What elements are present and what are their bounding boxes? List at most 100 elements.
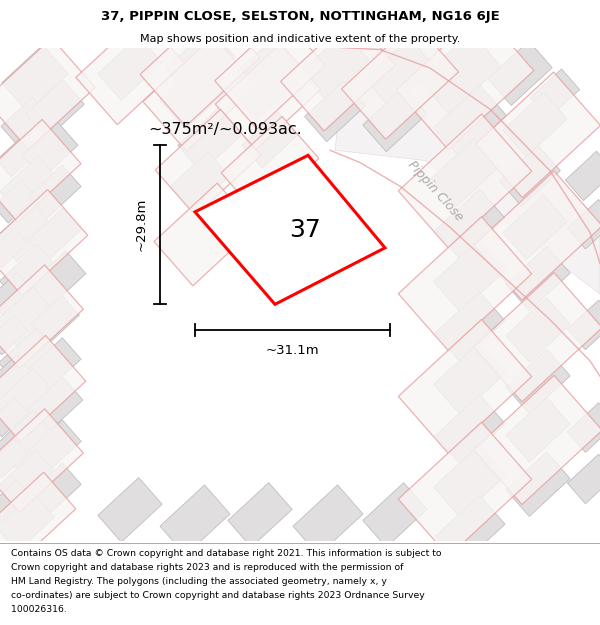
Polygon shape (474, 272, 600, 402)
Polygon shape (506, 246, 570, 311)
Polygon shape (31, 296, 79, 344)
Polygon shape (195, 156, 385, 304)
Polygon shape (233, 38, 297, 102)
Polygon shape (568, 454, 600, 504)
Polygon shape (171, 152, 229, 211)
Polygon shape (301, 32, 369, 100)
Polygon shape (476, 72, 600, 198)
Polygon shape (281, 16, 395, 131)
Polygon shape (568, 403, 600, 452)
Polygon shape (0, 203, 54, 262)
Polygon shape (0, 480, 31, 523)
Polygon shape (363, 87, 427, 152)
Polygon shape (165, 28, 235, 98)
Polygon shape (0, 316, 28, 355)
Polygon shape (26, 80, 84, 139)
Polygon shape (474, 171, 600, 300)
Text: Map shows position and indicative extent of the property.: Map shows position and indicative extent… (140, 34, 460, 44)
Polygon shape (488, 41, 552, 106)
Polygon shape (435, 189, 505, 259)
Polygon shape (0, 368, 55, 429)
Polygon shape (0, 38, 95, 149)
Polygon shape (434, 85, 506, 158)
Polygon shape (29, 165, 81, 217)
Polygon shape (398, 422, 532, 556)
Polygon shape (435, 292, 505, 362)
Text: 37, PIPPIN CLOSE, SELSTON, NOTTINGHAM, NG16 6JE: 37, PIPPIN CLOSE, SELSTON, NOTTINGHAM, N… (101, 11, 499, 24)
Polygon shape (530, 69, 580, 119)
Polygon shape (305, 81, 365, 142)
Polygon shape (398, 114, 532, 248)
Polygon shape (565, 151, 600, 201)
Polygon shape (27, 377, 83, 433)
Polygon shape (0, 189, 88, 296)
Polygon shape (215, 173, 368, 286)
Polygon shape (0, 228, 28, 268)
Polygon shape (474, 376, 600, 504)
Polygon shape (0, 245, 61, 306)
Polygon shape (0, 409, 83, 512)
Text: ~375m²/~0.093ac.: ~375m²/~0.093ac. (148, 122, 302, 137)
Polygon shape (29, 208, 81, 261)
Polygon shape (29, 420, 81, 472)
Polygon shape (1, 98, 49, 146)
Polygon shape (143, 36, 257, 151)
Polygon shape (29, 463, 81, 516)
Text: co-ordinates) are subject to Crown copyright and database rights 2023 Ordnance S: co-ordinates) are subject to Crown copyr… (11, 591, 425, 600)
Polygon shape (506, 349, 570, 414)
Text: ~29.8m: ~29.8m (135, 198, 148, 251)
Polygon shape (434, 342, 506, 415)
Polygon shape (0, 336, 86, 442)
Text: HM Land Registry. The polygons (including the associated geometry, namely x, y: HM Land Registry. The polygons (includin… (11, 577, 386, 586)
Polygon shape (0, 398, 28, 437)
Polygon shape (568, 300, 600, 349)
Polygon shape (363, 482, 427, 548)
Polygon shape (0, 265, 83, 368)
Polygon shape (22, 122, 78, 178)
Polygon shape (155, 109, 261, 216)
Polygon shape (0, 451, 58, 511)
Polygon shape (0, 156, 61, 217)
Polygon shape (396, 11, 534, 149)
Polygon shape (30, 251, 86, 307)
Text: 37: 37 (289, 218, 321, 242)
Polygon shape (228, 482, 292, 548)
Polygon shape (0, 355, 31, 398)
Polygon shape (500, 146, 560, 206)
Polygon shape (98, 478, 162, 542)
Polygon shape (434, 239, 506, 312)
Polygon shape (233, 56, 297, 121)
Polygon shape (365, 38, 435, 108)
Polygon shape (431, 139, 499, 207)
Polygon shape (293, 485, 363, 555)
Polygon shape (435, 394, 505, 465)
Polygon shape (0, 472, 76, 564)
Text: ~31.1m: ~31.1m (266, 344, 319, 357)
Polygon shape (398, 319, 532, 454)
Polygon shape (76, 16, 184, 125)
Polygon shape (0, 288, 54, 346)
Polygon shape (0, 328, 57, 387)
Polygon shape (0, 411, 54, 469)
Polygon shape (568, 199, 600, 249)
Polygon shape (2, 45, 68, 112)
Polygon shape (341, 21, 458, 139)
Polygon shape (98, 36, 162, 100)
Polygon shape (506, 452, 570, 516)
Polygon shape (160, 485, 230, 555)
Text: Pippin Close: Pippin Close (404, 159, 466, 224)
Text: 100026316.: 100026316. (11, 605, 67, 614)
Polygon shape (506, 298, 570, 362)
Polygon shape (503, 195, 567, 259)
Polygon shape (419, 32, 501, 114)
Polygon shape (29, 338, 81, 390)
Polygon shape (215, 18, 325, 129)
Polygon shape (242, 112, 298, 168)
Polygon shape (0, 134, 40, 177)
Polygon shape (154, 183, 256, 286)
Polygon shape (140, 6, 260, 126)
Text: Contains OS data © Crown copyright and database right 2021. This information is : Contains OS data © Crown copyright and d… (11, 549, 442, 558)
Polygon shape (0, 492, 54, 551)
Polygon shape (0, 119, 81, 222)
Polygon shape (0, 180, 37, 223)
